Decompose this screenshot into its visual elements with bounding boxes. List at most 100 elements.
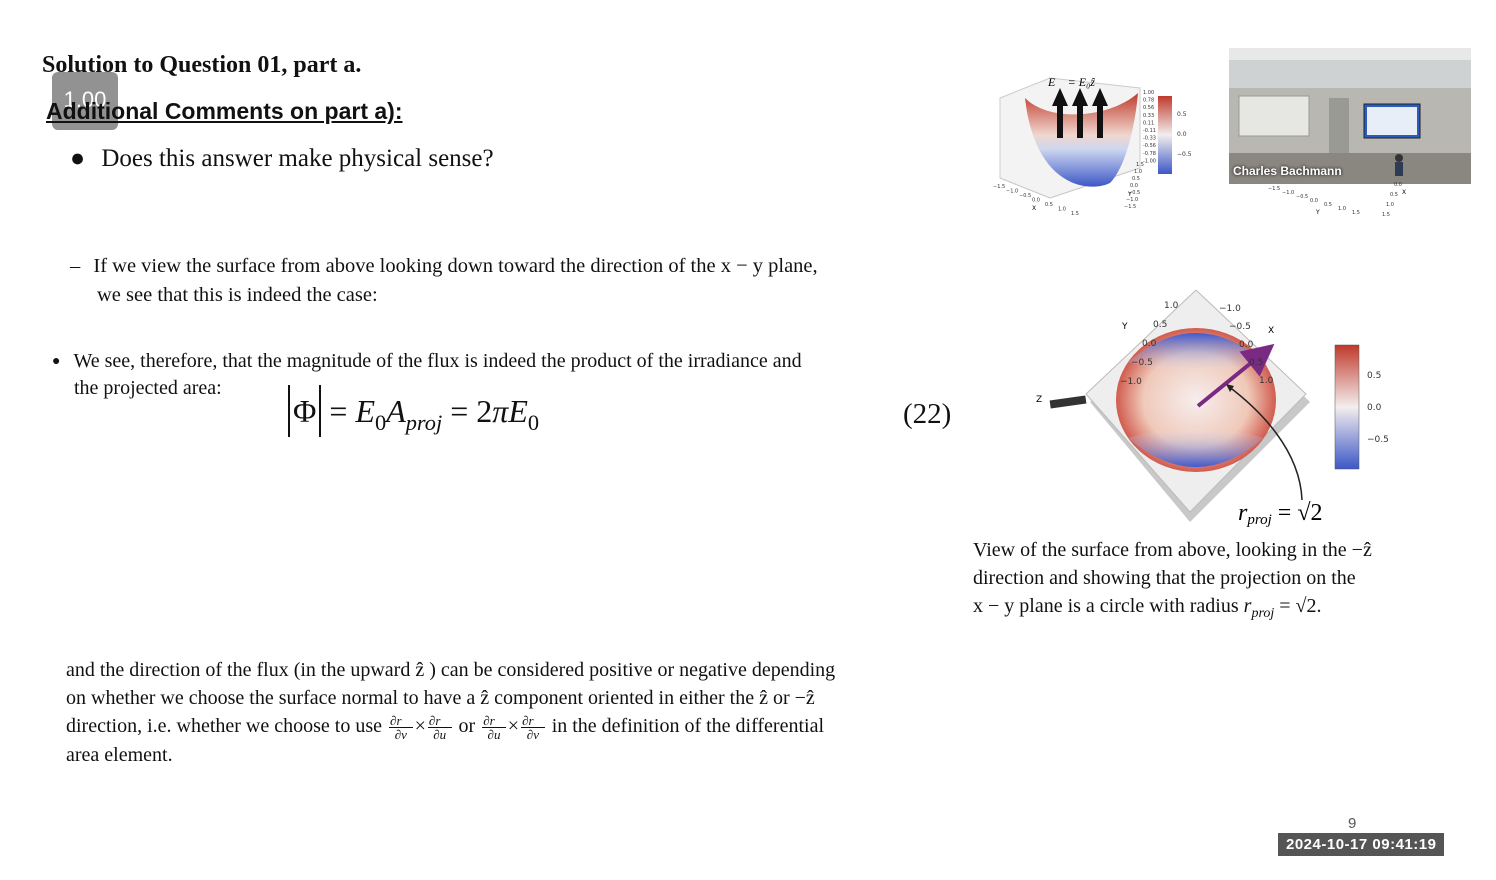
colorbar-tick-label: 0.78 bbox=[1143, 98, 1154, 104]
para-line-3: direction, i.e. whether we choose to use… bbox=[66, 712, 825, 742]
surface-3d-figure: E⃗ = E₀ẑ 1.000.780.560.330.11-0.11-0.33-… bbox=[993, 75, 1192, 217]
x-tick-label: 0.0 bbox=[1032, 198, 1040, 204]
r-proj-annotation: rproj = √2 bbox=[1238, 500, 1323, 528]
x-tick-label: 0.5 bbox=[1045, 202, 1053, 208]
wc-x-tick-label: −1.5 bbox=[1268, 186, 1280, 192]
para-line-3b: in the definition of the differential bbox=[551, 715, 825, 737]
direction-paragraph: and the direction of the flux (in the up… bbox=[66, 656, 976, 769]
wc-y-axis-label: X bbox=[1402, 189, 1406, 196]
webcam-axis-ticks: −1.5−1.0−0.50.00.51.01.5 0.00.51.01.5 Y … bbox=[1268, 182, 1406, 218]
dash-item: – If we view the surface from above look… bbox=[70, 252, 990, 310]
radius-arrow bbox=[1196, 343, 1275, 408]
colorbar-tick-label: -0.78 bbox=[1143, 151, 1156, 157]
bullet-question-text: Does this answer make physical sense? bbox=[101, 145, 494, 172]
caption-line-1: View of the surface from above, looking … bbox=[973, 539, 1372, 561]
field-arrows-icon bbox=[1052, 88, 1108, 138]
bullet-conclusion: ● We see, therefore, that the magnitude … bbox=[52, 348, 967, 402]
equation-number: (22) bbox=[903, 398, 952, 430]
partial-r-u-2: ∂r⃗ ∂u bbox=[482, 712, 506, 742]
wc-x-tick-label: 1.5 bbox=[1352, 210, 1360, 216]
colorbar-tick-label: 1.00 bbox=[1143, 90, 1154, 96]
z-axis-stub bbox=[1049, 395, 1087, 409]
tv-x-tick-label: −0.5 bbox=[1229, 322, 1251, 332]
zoom-level-badge[interactable]: 1.00 bbox=[52, 72, 118, 130]
tv-x-axis-label: X bbox=[1268, 326, 1274, 336]
tv-y-tick-label: 0.0 bbox=[1142, 339, 1157, 349]
bullet2-line-1: We see, therefore, that the magnitude of… bbox=[73, 350, 802, 372]
tv-y-axis-label: Y bbox=[1121, 322, 1128, 332]
y-axis-label: Y bbox=[1127, 191, 1132, 198]
colorbar bbox=[1158, 96, 1172, 174]
wc-x-tick-label: 1.0 bbox=[1338, 206, 1346, 212]
wc-y-tick-label: 1.5 bbox=[1382, 212, 1390, 218]
bullet-dot-icon: ● bbox=[52, 354, 61, 369]
tv-y-tick-label: 0.5 bbox=[1153, 320, 1167, 330]
tv-x-tick-label: −1.0 bbox=[1219, 304, 1241, 314]
disc-blue-bottom bbox=[1128, 428, 1264, 467]
colorbar-tick-label: 0.56 bbox=[1143, 105, 1154, 111]
presenter-name: Charles Bachmann bbox=[1233, 164, 1342, 178]
bullet-dot-icon: ● bbox=[70, 145, 86, 172]
caption-line-2: direction and showing that the projectio… bbox=[973, 567, 1356, 589]
x-tick-label: 1.5 bbox=[1071, 211, 1079, 217]
para-line-2: on whether we choose the surface normal … bbox=[66, 687, 815, 709]
para-line-4: area element. bbox=[66, 743, 173, 766]
colorbar-tick-label: -1.00 bbox=[1143, 158, 1156, 164]
x-tick-label: 1.0 bbox=[1058, 207, 1066, 213]
classroom-scene bbox=[1229, 48, 1471, 184]
tv-colorbar bbox=[1334, 344, 1360, 470]
field-label: E⃗ = E₀ẑ bbox=[1047, 75, 1095, 89]
bullet-question: ● Does this answer make physical sense? bbox=[70, 145, 494, 173]
figure-caption: View of the surface from above, looking … bbox=[973, 536, 1473, 628]
section-heading: Additional Comments on part a): bbox=[46, 98, 403, 124]
tv-y-tick-label: 1.0 bbox=[1164, 301, 1179, 311]
para-line-3a: direction, i.e. whether we choose to use bbox=[66, 715, 383, 737]
disc-blue-top bbox=[1128, 333, 1264, 372]
para-line-1: and the direction of the flux (in the up… bbox=[66, 659, 836, 681]
colorbar2-tick-label: 0.0 bbox=[1177, 131, 1187, 138]
colorbar-tick-label: 0.11 bbox=[1143, 120, 1154, 126]
page-number: 9 bbox=[1348, 815, 1357, 832]
para-line-3-or: or bbox=[458, 715, 476, 737]
colorbar2-tick-label: 0.5 bbox=[1177, 111, 1187, 118]
colorbar-tick-label: 0.33 bbox=[1143, 113, 1154, 119]
colorbar2-tick-label: −0.5 bbox=[1177, 151, 1192, 158]
y-tick-label: −0.5 bbox=[1128, 190, 1140, 196]
wc-x-tick-label: −0.5 bbox=[1296, 194, 1308, 200]
y-tick-label: 0.0 bbox=[1130, 183, 1138, 189]
colorbar-tick-label: -0.11 bbox=[1143, 128, 1156, 134]
y-tick-label: −1.0 bbox=[1126, 197, 1138, 203]
wc-x-tick-label: 0.0 bbox=[1310, 198, 1318, 204]
wc-y-tick-label: 0.5 bbox=[1390, 192, 1398, 198]
wc-y-tick-label: 0.0 bbox=[1394, 182, 1402, 188]
annotation-pointer bbox=[1227, 385, 1303, 501]
x-tick-label: −1.0 bbox=[1006, 189, 1018, 195]
dash-line-1: If we view the surface from above lookin… bbox=[93, 255, 818, 277]
y-tick-label: 0.5 bbox=[1132, 176, 1140, 182]
caption-line-3: x − y plane is a circle with radius rpro… bbox=[973, 595, 1322, 621]
tv-colorbar-tick-label: 0.5 bbox=[1367, 371, 1381, 381]
colorbar-tick-label: -0.33 bbox=[1143, 136, 1156, 142]
wc-x-tick-label: 0.5 bbox=[1324, 202, 1332, 208]
colorbar-tick-label: -0.56 bbox=[1143, 143, 1156, 149]
partial-r-v: ∂r⃗ ∂v bbox=[389, 712, 413, 742]
wc-x-axis-label: Y bbox=[1315, 209, 1320, 216]
pointer-head-icon bbox=[1226, 384, 1234, 392]
tv-x-tick-label: 0.0 bbox=[1239, 340, 1254, 350]
y-tick-label: −1.5 bbox=[1124, 204, 1136, 210]
wc-x-tick-label: −1.0 bbox=[1282, 190, 1294, 196]
webcam-video[interactable]: Charles Bachmann bbox=[1229, 48, 1471, 184]
tv-x-tick-label: 0.5 bbox=[1249, 358, 1263, 368]
tv-colorbar-tick-label: −0.5 bbox=[1367, 435, 1389, 445]
z-axis-label: Z bbox=[1036, 395, 1042, 405]
tv-y-tick-label: −0.5 bbox=[1131, 358, 1153, 368]
partial-r-v-2: ∂r⃗ ∂v bbox=[521, 712, 545, 742]
dash-line-2: we see that this is indeed the case: bbox=[97, 284, 378, 306]
recording-timestamp: 2024-10-17 09:41:19 bbox=[1278, 833, 1445, 856]
tv-colorbar-tick-label: 0.0 bbox=[1367, 403, 1382, 413]
tv-y-tick-label: −1.0 bbox=[1120, 377, 1142, 387]
top-view-figure: Z 1.00.50.0−0.5−1.0 −1.0−0.50.00.51.0 Y … bbox=[1036, 290, 1389, 528]
partial-r-u: ∂r⃗ ∂u bbox=[427, 712, 452, 742]
x-tick-label: −0.5 bbox=[1019, 193, 1031, 199]
dash-icon: – bbox=[70, 255, 81, 277]
